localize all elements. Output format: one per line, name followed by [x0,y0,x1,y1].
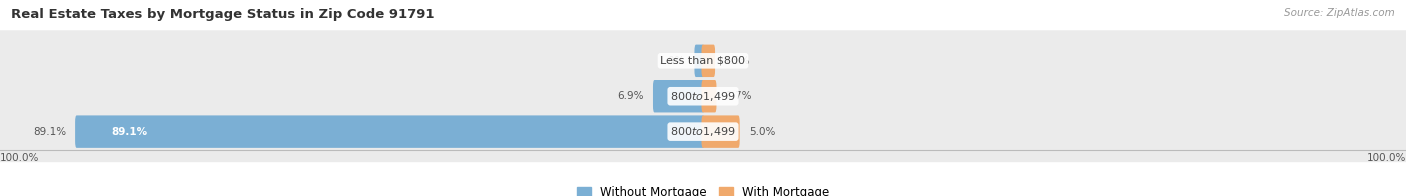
FancyBboxPatch shape [695,45,704,77]
Text: 1.5%: 1.5% [724,56,751,66]
FancyBboxPatch shape [0,101,1406,162]
Text: $800 to $1,499: $800 to $1,499 [671,125,735,138]
Text: 5.0%: 5.0% [749,127,775,137]
Text: 89.1%: 89.1% [32,127,66,137]
FancyBboxPatch shape [702,45,716,77]
FancyBboxPatch shape [0,66,1406,127]
Text: Less than $800: Less than $800 [661,56,745,66]
Text: $800 to $1,499: $800 to $1,499 [671,90,735,103]
Legend: Without Mortgage, With Mortgage: Without Mortgage, With Mortgage [572,182,834,196]
FancyBboxPatch shape [652,80,704,113]
Text: 1.7%: 1.7% [725,91,752,101]
Text: 100.0%: 100.0% [1367,152,1406,162]
Text: 89.1%: 89.1% [112,127,148,137]
Text: Source: ZipAtlas.com: Source: ZipAtlas.com [1284,8,1395,18]
FancyBboxPatch shape [702,115,740,148]
FancyBboxPatch shape [702,80,717,113]
Text: Real Estate Taxes by Mortgage Status in Zip Code 91791: Real Estate Taxes by Mortgage Status in … [11,8,434,21]
Text: 1.0%: 1.0% [659,56,686,66]
FancyBboxPatch shape [75,115,704,148]
Text: 100.0%: 100.0% [0,152,39,162]
FancyBboxPatch shape [0,30,1406,91]
Text: 6.9%: 6.9% [617,91,644,101]
